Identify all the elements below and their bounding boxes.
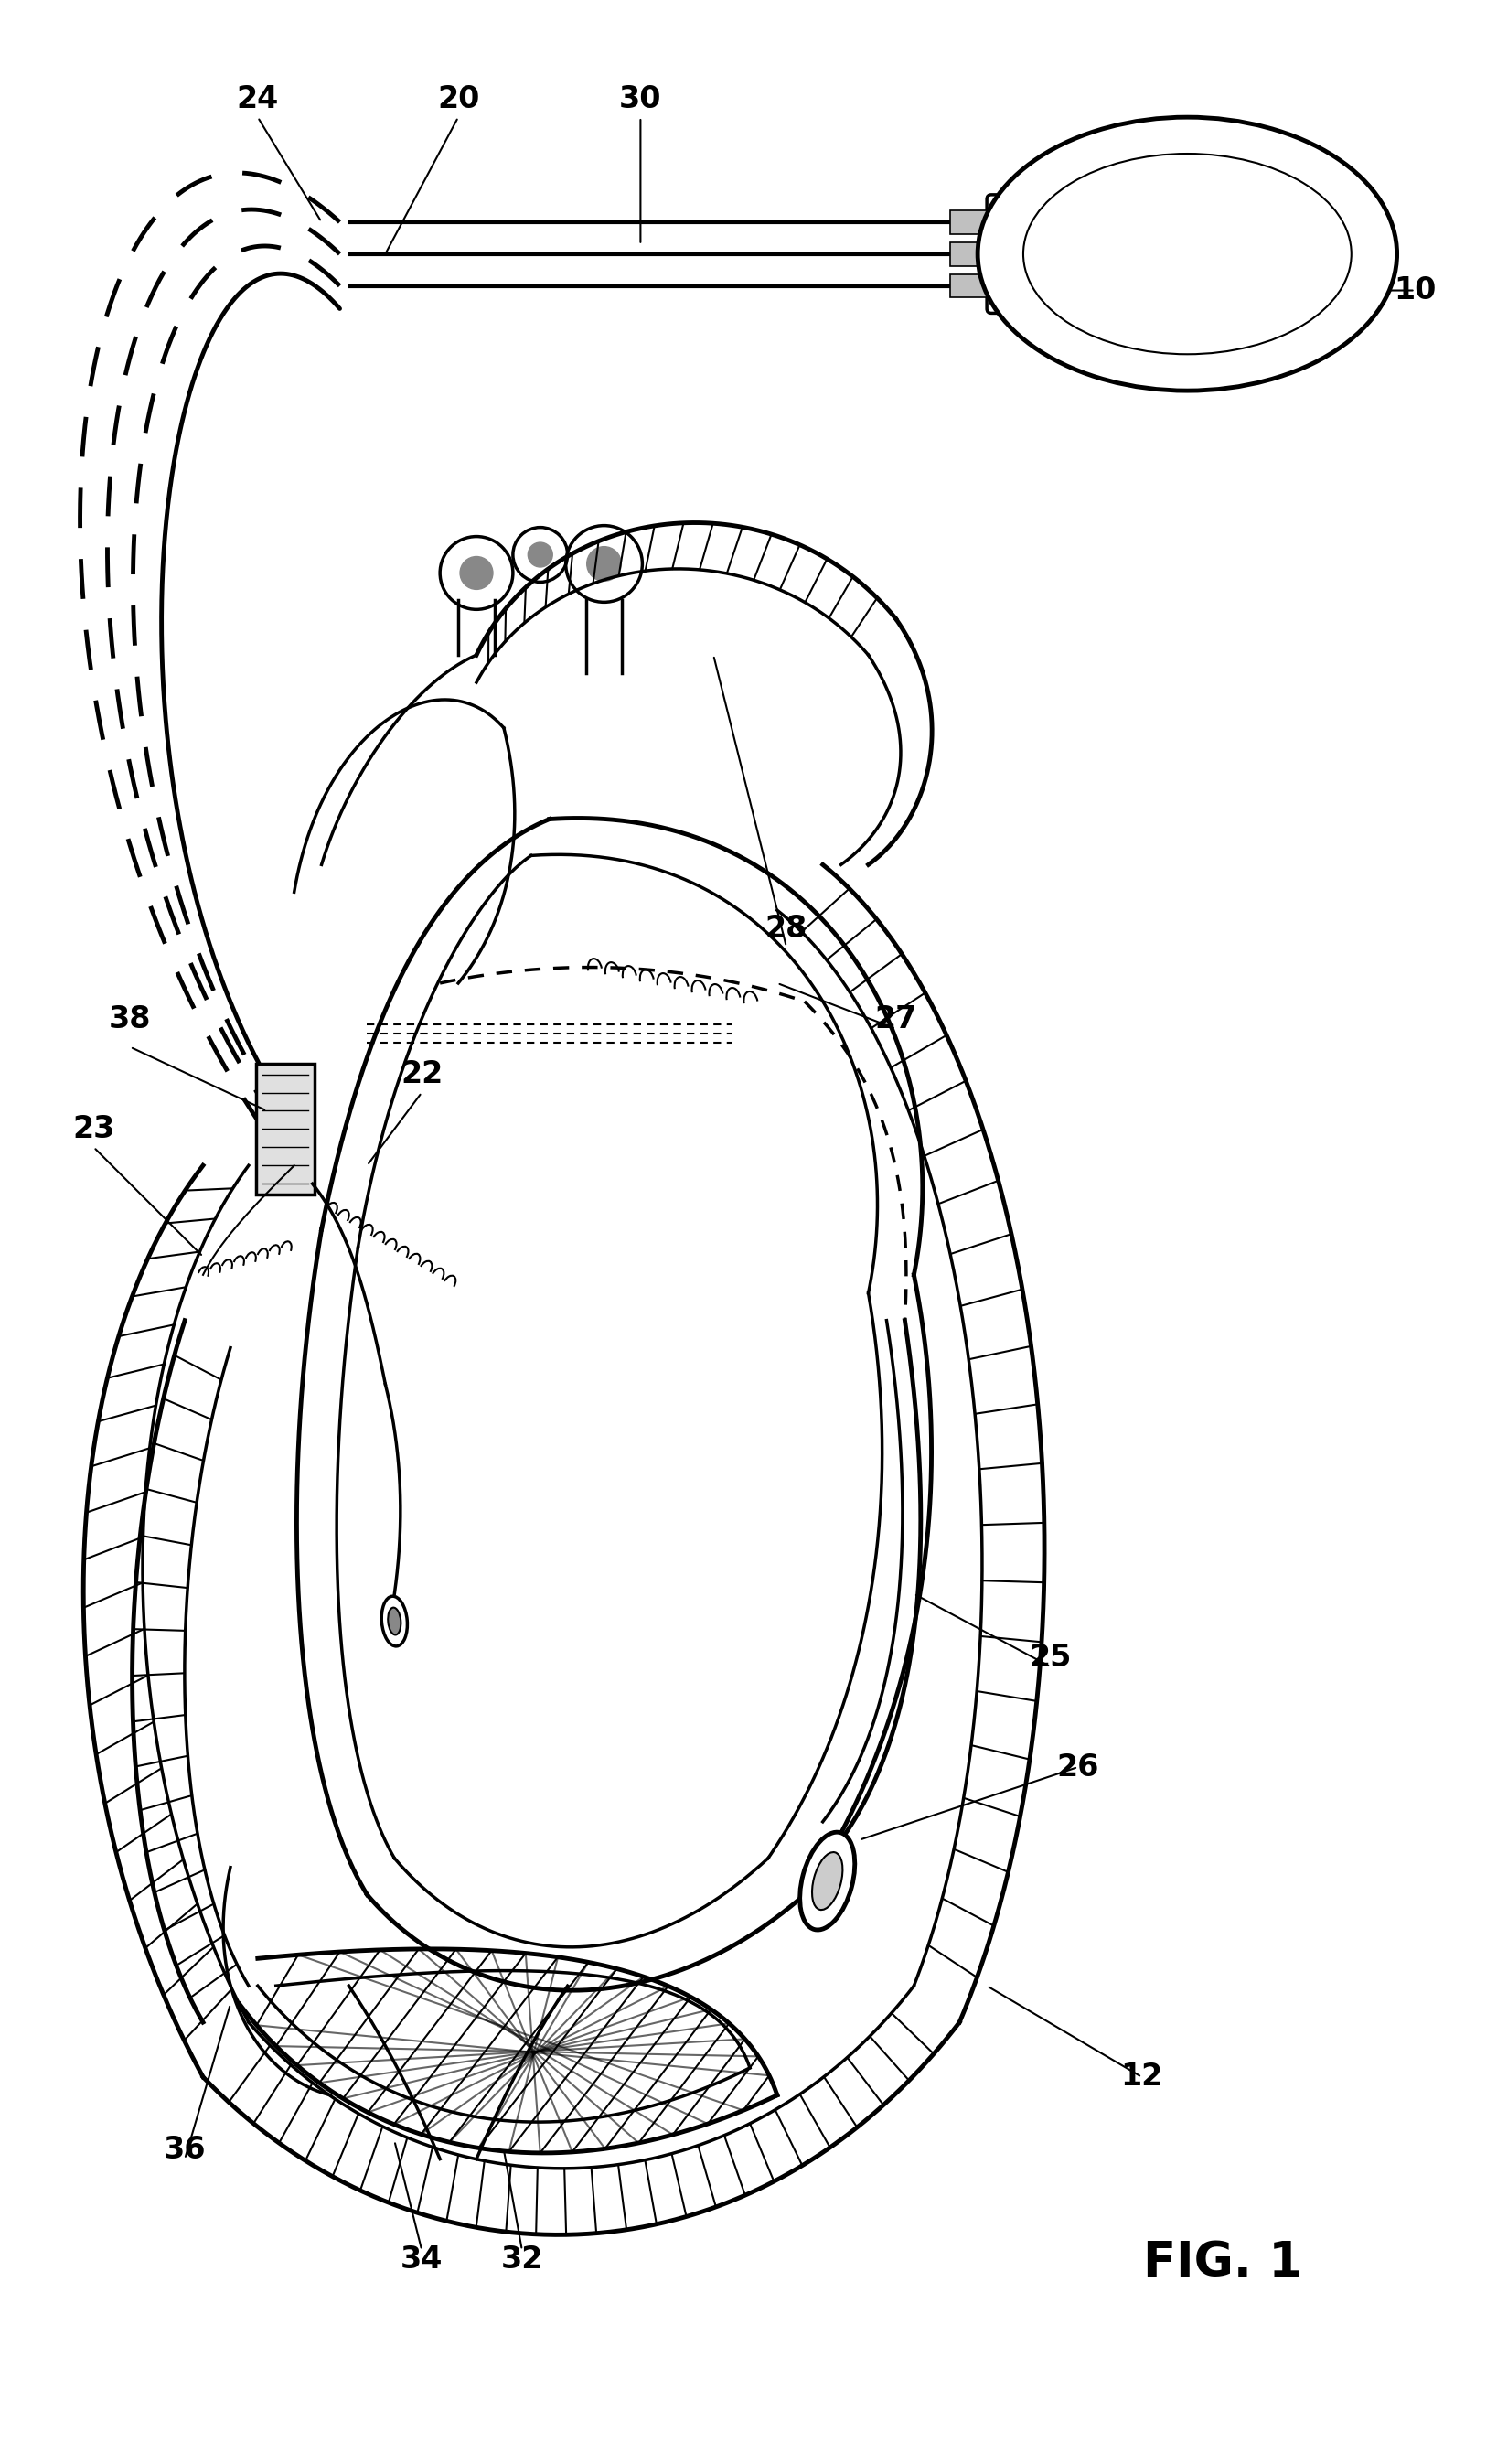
- Bar: [951, 241, 991, 266]
- Ellipse shape: [382, 1597, 407, 1646]
- Text: 20: 20: [437, 84, 479, 113]
- Text: 23: 23: [72, 1114, 115, 1143]
- Circle shape: [587, 547, 621, 582]
- Text: 22: 22: [401, 1060, 443, 1089]
- Ellipse shape: [388, 1607, 401, 1634]
- Text: 12: 12: [1121, 2062, 1163, 2092]
- Circle shape: [528, 542, 552, 567]
- Bar: [951, 274, 991, 298]
- Text: 28: 28: [765, 914, 807, 944]
- FancyBboxPatch shape: [987, 195, 1064, 313]
- FancyBboxPatch shape: [256, 1064, 314, 1195]
- Ellipse shape: [978, 118, 1397, 392]
- Text: 38: 38: [109, 1005, 151, 1035]
- Circle shape: [460, 557, 493, 589]
- Text: FIG. 1: FIG. 1: [1144, 2240, 1302, 2287]
- Text: 27: 27: [874, 1005, 916, 1035]
- Ellipse shape: [811, 1853, 843, 1910]
- Text: 32: 32: [501, 2245, 543, 2274]
- Ellipse shape: [1024, 153, 1352, 355]
- Text: 36: 36: [163, 2134, 207, 2166]
- Ellipse shape: [799, 1833, 855, 1929]
- Text: 34: 34: [401, 2245, 443, 2274]
- Text: 25: 25: [1030, 1643, 1072, 1673]
- Bar: [951, 209, 991, 234]
- Text: 26: 26: [1057, 1752, 1099, 1781]
- Text: 30: 30: [620, 84, 662, 113]
- Text: 24: 24: [237, 84, 278, 113]
- Text: 10: 10: [1394, 276, 1437, 306]
